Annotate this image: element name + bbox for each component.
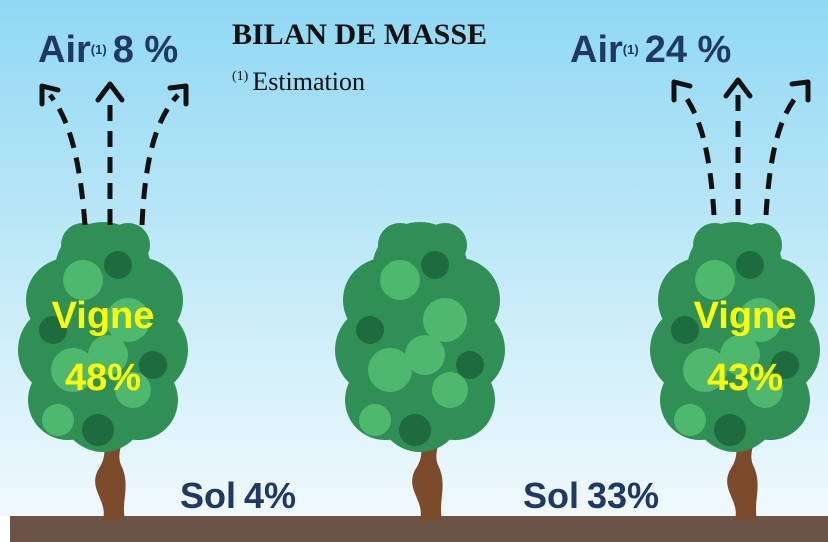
infographic: BILAN DE MASSE (1)Estimation Air(1)8 % A… xyxy=(0,0,828,542)
title: BILAN DE MASSE xyxy=(232,18,487,51)
vigne-value: 43% xyxy=(707,357,783,399)
air-value: 24 % xyxy=(645,29,732,71)
air-value: 8 % xyxy=(113,29,178,71)
air-marker: (1) xyxy=(91,42,107,57)
sol-label: Sol xyxy=(523,475,579,516)
air-right: Air(1) 24 % xyxy=(570,29,731,71)
margin xyxy=(0,516,10,542)
air-label: Air xyxy=(570,29,623,71)
footnote-text: Estimation xyxy=(252,67,365,96)
vigne-value: 48% xyxy=(65,357,141,399)
air-marker: (1) xyxy=(623,42,639,57)
sol-value: 4% xyxy=(244,475,296,516)
footnote-marker: (1) xyxy=(232,69,249,84)
air-label: Air xyxy=(38,29,91,71)
sol-value: 33% xyxy=(587,475,659,516)
vigne-label: Vigne xyxy=(694,295,797,337)
footnote: (1)Estimation xyxy=(232,67,365,96)
sol-label: Sol xyxy=(180,475,236,516)
ground xyxy=(10,516,828,542)
vigne-label: Vigne xyxy=(52,295,155,337)
